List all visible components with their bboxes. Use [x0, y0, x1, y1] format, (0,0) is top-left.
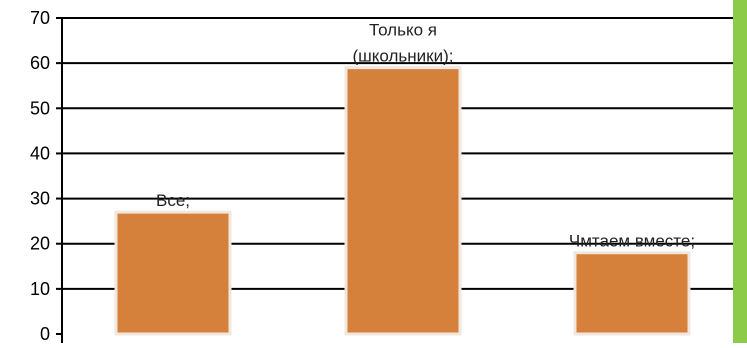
y-tick-label: 30	[30, 189, 50, 209]
y-tick-label: 40	[30, 143, 50, 163]
y-tick-label: 60	[30, 53, 50, 73]
y-axis	[56, 17, 63, 343]
bars	[114, 66, 691, 336]
y-tick-labels: 0 10 20 30 40 50 60 70	[30, 8, 50, 344]
y-tick-label: 20	[30, 234, 50, 254]
y-tick-label: 70	[30, 8, 50, 28]
bar-data-label: (школьники);	[353, 47, 454, 66]
bar	[573, 251, 691, 336]
bar-data-label: Чмтаем вместе;	[569, 232, 695, 251]
data-labels: Все; Только я (школьники); Чмтаем вместе;	[156, 21, 695, 251]
bar-data-label: Все;	[156, 191, 190, 210]
y-tick-label: 10	[30, 279, 50, 299]
side-accent-strip	[733, 0, 747, 343]
bar	[344, 66, 462, 336]
bar-data-label: Только я	[369, 21, 437, 40]
bar	[114, 210, 232, 336]
y-tick-label: 50	[30, 98, 50, 118]
y-tick-label: 0	[40, 324, 50, 343]
